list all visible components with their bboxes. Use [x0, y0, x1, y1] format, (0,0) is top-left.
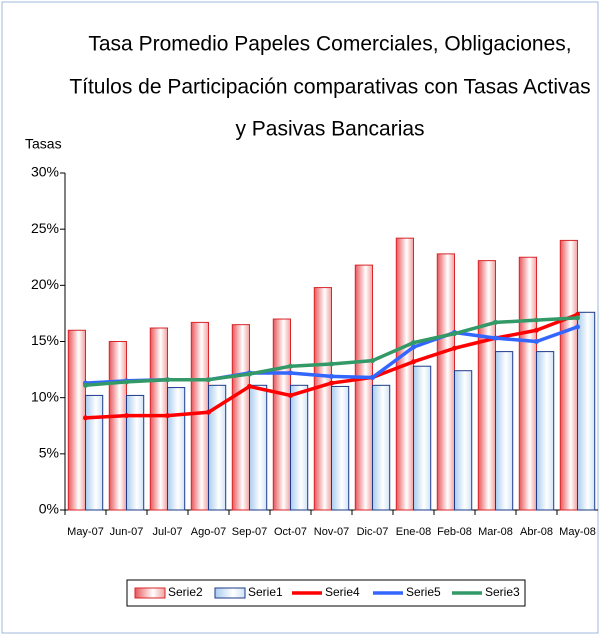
- legend-label: Serie1: [248, 585, 283, 599]
- bar: [313, 287, 332, 511]
- point: [247, 371, 252, 377]
- bar: [190, 321, 209, 511]
- point: [288, 370, 293, 376]
- y-tick-label: 20%: [31, 276, 59, 292]
- point: [452, 345, 457, 351]
- legend-label: Serie5: [406, 585, 441, 599]
- bar: [67, 329, 86, 511]
- bar: [85, 394, 104, 511]
- legend-swatch: [134, 587, 166, 599]
- x-tick-label: Nov-07: [314, 526, 349, 538]
- bar: [208, 384, 227, 511]
- bar: [477, 260, 496, 511]
- bar: [372, 384, 391, 511]
- x-tick-label: Feb-08: [437, 526, 472, 538]
- bar: [126, 394, 145, 511]
- point: [534, 327, 539, 333]
- chart-title: Títulos de Participación comparativas co…: [69, 76, 590, 99]
- point: [288, 392, 293, 398]
- x-tick-label: Jul-07: [153, 526, 183, 538]
- point: [493, 319, 498, 325]
- point: [329, 361, 334, 367]
- point: [370, 358, 375, 364]
- bar: [249, 384, 268, 511]
- point: [452, 331, 457, 337]
- bar: [536, 351, 555, 511]
- point: [124, 379, 129, 385]
- point: [288, 363, 293, 369]
- x-tick-label: Sep-07: [232, 526, 267, 538]
- bar: [413, 365, 432, 511]
- legend-label: Serie4: [325, 585, 360, 599]
- bar: [272, 318, 291, 511]
- bar: [331, 385, 350, 511]
- bar: [436, 253, 455, 511]
- x-tick-label: Oct-07: [274, 526, 307, 538]
- bar: [354, 264, 373, 511]
- bar: [149, 327, 168, 511]
- legend-label: Serie2: [168, 585, 203, 599]
- point: [206, 409, 211, 415]
- bar: [495, 351, 514, 511]
- point: [411, 344, 416, 350]
- point: [534, 317, 539, 323]
- point: [165, 413, 170, 419]
- y-axis-label: Tasas: [25, 136, 62, 152]
- point: [165, 377, 170, 383]
- point: [370, 374, 375, 380]
- x-tick-label: Ago-07: [191, 526, 226, 538]
- point: [329, 373, 334, 379]
- point: [247, 383, 252, 389]
- bar: [167, 387, 186, 511]
- point: [329, 380, 334, 386]
- point: [124, 413, 129, 419]
- point: [83, 382, 88, 388]
- y-tick-label: 10%: [31, 388, 59, 404]
- bar: [518, 256, 538, 511]
- x-tick-label: Jun-07: [110, 526, 144, 538]
- bar: [559, 239, 579, 511]
- x-tick-label: Ene-08: [396, 526, 431, 538]
- bar: [577, 311, 596, 511]
- point: [411, 340, 416, 346]
- y-tick-label: 0%: [39, 501, 59, 517]
- point: [575, 315, 580, 321]
- point: [83, 415, 88, 421]
- y-tick-label: 5%: [39, 445, 59, 461]
- chart-title: y Pasivas Bancarias: [235, 118, 424, 141]
- point: [575, 324, 580, 330]
- x-tick-label: Dic-07: [357, 526, 389, 538]
- bar: [395, 237, 414, 511]
- point: [493, 335, 498, 341]
- bar: [454, 370, 473, 511]
- x-tick-label: Mar-08: [478, 526, 513, 538]
- x-tick-label: Abr-08: [520, 526, 553, 538]
- bar: [108, 341, 127, 511]
- x-tick-label: May-08: [559, 526, 596, 538]
- bar: [290, 384, 309, 511]
- x-tick-label: May-07: [67, 526, 104, 538]
- legend-swatch: [214, 587, 246, 599]
- bar: [231, 324, 250, 511]
- y-tick-label: 15%: [31, 332, 59, 348]
- point: [411, 359, 416, 365]
- y-tick-label: 25%: [31, 220, 59, 236]
- chart-title: Tasa Promedio Papeles Comerciales, Oblig…: [88, 33, 571, 56]
- point: [534, 339, 539, 344]
- point: [206, 377, 211, 383]
- y-tick-label: 30%: [31, 164, 59, 180]
- legend-label: Serie3: [485, 585, 520, 599]
